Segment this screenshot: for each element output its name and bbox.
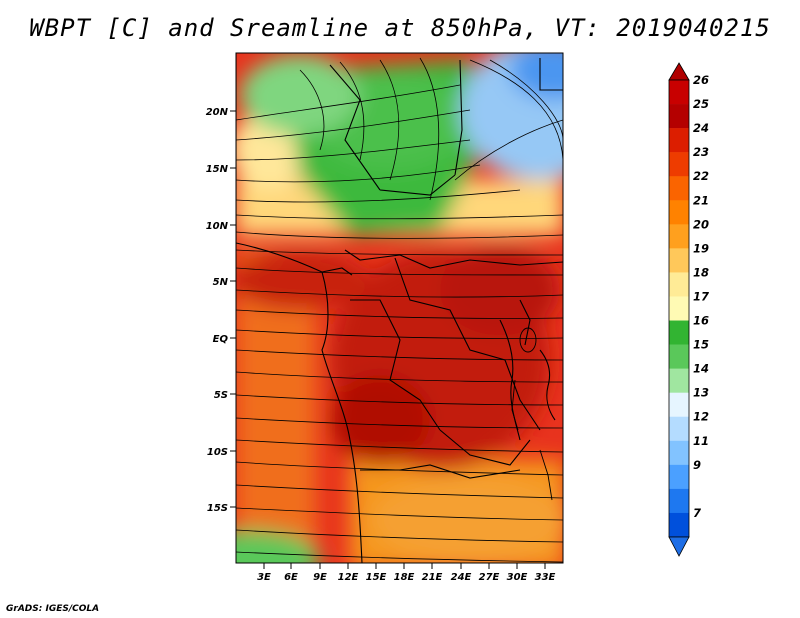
- colorbar-under-arrow: [668, 536, 690, 557]
- colorbar-cell: [669, 248, 689, 273]
- colorbar-label: 25: [693, 97, 709, 111]
- lat-label: 10N: [206, 221, 229, 232]
- colorbar-cell: [669, 368, 689, 393]
- colorbar-label: 21: [693, 193, 709, 207]
- colorbar-cell: [669, 440, 689, 466]
- colorbar-cell: [669, 224, 689, 249]
- colorbar-over-arrow: [668, 62, 690, 81]
- colorbar-label: 14: [693, 362, 709, 376]
- lon-label: 15E: [366, 572, 387, 583]
- lon-label: 21E: [422, 572, 443, 583]
- lon-label: 6E: [284, 572, 298, 583]
- colorbar-cell: [669, 176, 689, 201]
- lon-axis: 3E 6E 9E 12E 15E 18E 21E 24E 27E 30E 33E: [257, 563, 556, 583]
- footer-credit: GrADS: IGES/COLA: [6, 604, 100, 614]
- colorbar-cell: [669, 488, 689, 514]
- colorbar-label: 19: [693, 241, 709, 255]
- colorbar-cell: [669, 392, 689, 418]
- colorbar-label: 12: [693, 410, 709, 424]
- wbpt-field: [236, 53, 563, 563]
- lon-label: 3E: [257, 572, 271, 583]
- colorbar-label: 7: [693, 506, 701, 520]
- lat-label: 15S: [207, 503, 228, 514]
- lon-label: 33E: [535, 572, 556, 583]
- colorbar-label: 9: [693, 458, 701, 472]
- colorbar-cell: [669, 200, 689, 225]
- lon-label: 27E: [479, 572, 500, 583]
- colorbar-label: 15: [693, 338, 709, 352]
- colorbar-label: 23: [693, 145, 709, 159]
- colorbar-cell: [669, 512, 689, 538]
- colorbar-label: 22: [693, 169, 709, 183]
- colorbar-label: 11: [693, 434, 709, 448]
- colorbar-cell: [669, 296, 689, 321]
- colorbar-cell: [669, 272, 689, 297]
- lon-label: 12E: [338, 572, 359, 583]
- country-borders: [236, 53, 563, 563]
- lat-label: EQ: [213, 334, 229, 345]
- lat-label: 20N: [206, 107, 229, 118]
- colorbar-label: 13: [693, 386, 709, 400]
- colorbar-labels: 26 25 24 23 22 21 20 19 18 17 16 15 14 13 12 11 9 7: [693, 73, 709, 520]
- colorbar-label: 16: [693, 314, 709, 328]
- colorbar-label: 18: [693, 265, 709, 279]
- colorbar-label: 26: [693, 73, 709, 87]
- lon-label: 9E: [313, 572, 327, 583]
- lon-label: 18E: [394, 572, 415, 583]
- colorbar-cell: [669, 152, 689, 177]
- plot-title: WBPT [C] and Sreamline at 850hPa, VT: 20…: [29, 14, 771, 42]
- colorbar-cell: [669, 80, 689, 105]
- colorbar: 26 25 24 23 22 21 20 19 18 17 16 15 14 13 12 11 9 7: [668, 62, 709, 557]
- colorbar-label: 20: [693, 217, 709, 231]
- lat-label: 5N: [213, 277, 229, 288]
- colorbar-cell: [669, 416, 689, 442]
- colorbar-label: 17: [693, 289, 709, 303]
- lon-label: 30E: [507, 572, 528, 583]
- lat-axis: 20N 15N 10N 5N EQ 5S 10S 15S: [206, 107, 236, 514]
- colorbar-cell: [669, 344, 689, 369]
- colorbar-cell: [669, 104, 689, 129]
- colorbar-cells: [668, 79, 690, 538]
- colorbar-label: 24: [693, 121, 709, 135]
- lat-label: 10S: [207, 447, 228, 458]
- lat-label: 15N: [206, 164, 229, 175]
- lat-label: 5S: [214, 390, 228, 401]
- lon-label: 24E: [451, 572, 472, 583]
- colorbar-cell: [669, 128, 689, 153]
- lakes: [511, 327, 553, 501]
- colorbar-cell: [669, 320, 689, 345]
- colorbar-cell: [669, 464, 689, 490]
